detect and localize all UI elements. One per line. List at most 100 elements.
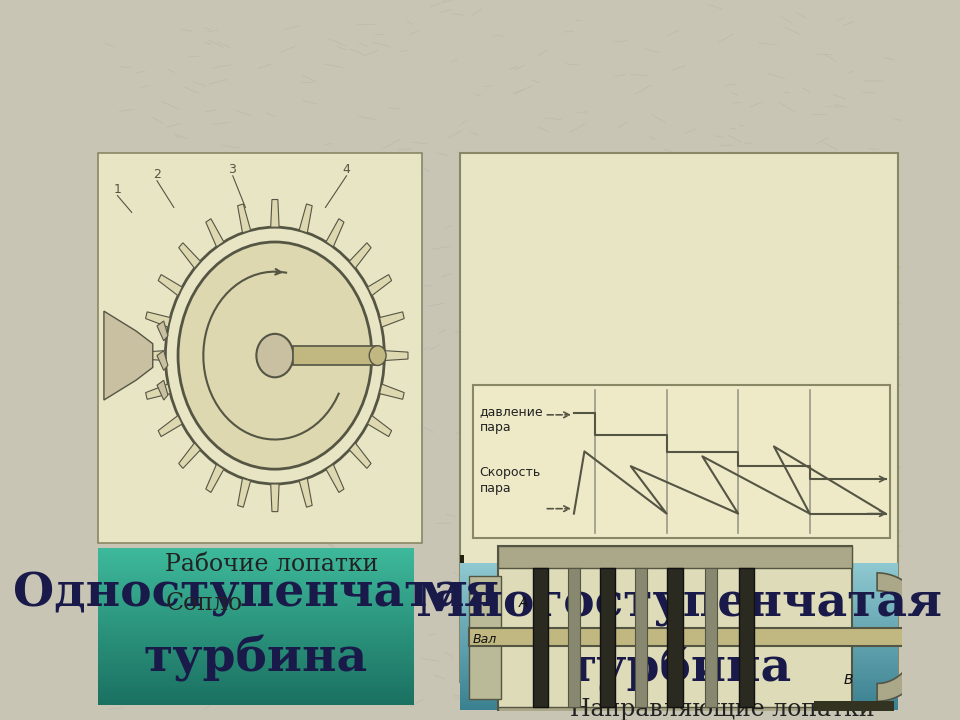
Bar [460,680,899,683]
Bar [98,574,414,577]
Bar [460,660,899,663]
Bar [98,554,414,557]
Bar [473,385,890,539]
Bar [98,595,414,598]
Bar [98,618,414,621]
Bar [98,660,414,663]
Bar [533,568,548,707]
Circle shape [370,346,386,366]
Bar [98,588,414,590]
Bar [460,683,899,685]
Bar [460,604,899,608]
Bar [636,568,647,707]
Bar [98,569,414,572]
Bar [460,570,899,573]
Bar [98,639,414,642]
Bar [98,556,414,559]
Bar [460,639,899,642]
Bar [667,568,683,707]
Polygon shape [326,464,344,492]
Bar [460,670,899,673]
Bar [98,626,414,629]
Bar [98,634,414,637]
Bar [460,636,899,639]
Polygon shape [179,443,201,469]
Bar [460,699,899,702]
Bar [460,672,899,675]
Bar [460,585,899,588]
Bar [460,685,899,688]
Bar [98,678,414,681]
Bar [460,675,899,678]
Bar [460,597,899,600]
Polygon shape [368,415,392,436]
Polygon shape [271,484,279,512]
Bar [98,608,414,611]
Bar [498,546,852,568]
Polygon shape [300,478,312,507]
Bar [98,668,414,671]
Bar [460,702,899,705]
Circle shape [256,334,294,377]
Bar [98,580,414,582]
Bar [705,568,717,707]
Text: 2: 2 [153,168,160,181]
Bar [460,595,899,598]
Text: Вал: Вал [473,633,497,646]
Bar [98,629,414,632]
Bar [460,565,899,568]
Bar [460,692,899,695]
Polygon shape [158,274,182,296]
Polygon shape [146,312,170,327]
Bar [460,704,899,707]
Bar [460,695,899,698]
Bar [460,629,899,631]
Bar [460,588,899,590]
Bar [98,559,414,562]
Bar [98,548,414,552]
Polygon shape [326,219,344,247]
Text: 1: 1 [113,183,121,196]
Bar [98,636,414,639]
Bar [460,555,465,563]
Bar [460,616,899,619]
Bar [98,590,414,593]
Circle shape [178,242,372,469]
Bar [98,644,414,647]
Bar [460,593,899,595]
Bar [460,631,899,634]
Polygon shape [157,351,168,370]
Bar [460,607,899,610]
Bar [98,683,414,687]
Bar [460,658,899,661]
Polygon shape [205,464,224,492]
Bar [460,624,899,627]
Circle shape [165,228,384,484]
Bar [98,600,414,603]
Bar [98,662,414,666]
Bar [98,665,414,668]
Bar [460,582,899,585]
Bar [460,563,899,566]
Bar [460,634,899,636]
Text: Рабочие лопатки: Рабочие лопатки [165,553,379,576]
Bar [814,701,894,716]
Bar [460,602,899,605]
Bar [460,609,899,612]
Bar [460,590,899,593]
Bar [98,652,414,655]
Polygon shape [104,311,153,400]
Bar [460,575,899,578]
Polygon shape [271,199,279,228]
Bar [460,614,899,617]
Bar [460,651,899,654]
Polygon shape [349,443,372,469]
Text: Одноступенчатая
турбина: Одноступенчатая турбина [12,570,499,682]
Bar [98,701,414,705]
Polygon shape [142,351,165,361]
Text: Направляющие лопатки: Направляющие лопатки [569,698,875,720]
Bar [98,670,414,673]
Bar [460,641,899,644]
Bar [98,642,414,645]
Bar [98,694,414,697]
